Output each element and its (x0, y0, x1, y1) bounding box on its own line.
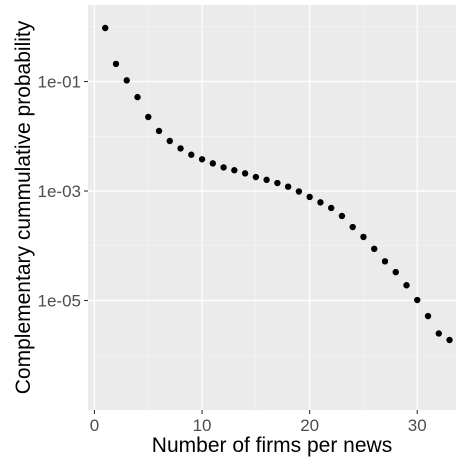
data-point (167, 138, 173, 144)
x-axis-title: Number of firms per news (152, 434, 392, 457)
data-point (188, 152, 194, 158)
data-point (317, 199, 323, 205)
data-point (425, 313, 431, 319)
data-point (102, 25, 108, 31)
x-tick-label: 0 (90, 416, 99, 435)
data-point (263, 177, 269, 183)
data-point (231, 167, 237, 173)
x-tick-label: 30 (408, 416, 427, 435)
data-point (113, 61, 119, 67)
data-point (306, 194, 312, 200)
data-point (285, 183, 291, 189)
data-point (177, 145, 183, 151)
y-tick-label: 1e-03 (38, 182, 81, 201)
data-point (436, 330, 442, 336)
data-point (145, 114, 151, 120)
data-point (242, 170, 248, 176)
data-point (220, 164, 226, 170)
data-point (350, 224, 356, 230)
data-point (339, 213, 345, 219)
data-point (134, 94, 140, 100)
x-tick-label: 20 (300, 416, 319, 435)
data-point (446, 337, 452, 343)
data-point (199, 156, 205, 162)
data-point (328, 205, 334, 211)
y-tick-label: 1e-05 (38, 292, 81, 311)
plot-panel (88, 5, 456, 410)
data-point (274, 180, 280, 186)
data-point (210, 160, 216, 166)
x-tick-label: 10 (193, 416, 212, 435)
data-point (124, 77, 130, 83)
data-point (253, 174, 259, 180)
data-point (371, 246, 377, 252)
y-axis-title: Complementary cummulative probability (12, 20, 35, 394)
data-point (382, 258, 388, 264)
data-point (414, 297, 420, 303)
data-point (296, 188, 302, 194)
y-tick-label: 1e-01 (38, 73, 81, 92)
data-point (360, 234, 366, 240)
data-point (156, 128, 162, 134)
data-point (403, 282, 409, 288)
data-point (393, 269, 399, 275)
